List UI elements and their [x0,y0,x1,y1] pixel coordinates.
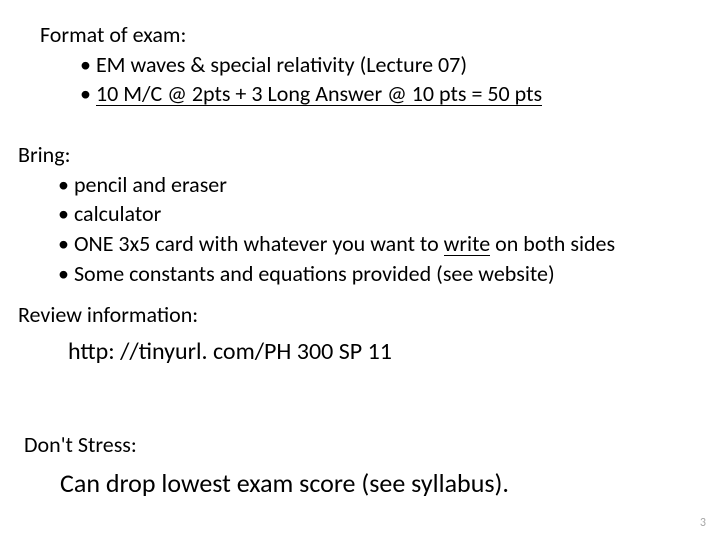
bring-heading: Bring: [18,140,615,170]
bring-section: Bring: • pencil and eraser • calculator … [18,140,615,288]
review-section: Review information: http: //tinyurl. com… [18,300,392,368]
bring-bullet-1: calculator [74,200,161,227]
format-bullet-0: EM waves & special relativity (Lecture 0… [96,51,467,78]
bring-bullet-2-part2: on both sides [490,230,615,257]
bring-bullet-3: Some constants and equations provided (s… [74,260,555,287]
bring-bullet-2-underlined: write [444,232,491,256]
stress-body: Can drop lowest exam score (see syllabus… [24,460,509,501]
review-link: http: //tinyurl. com/PH 300 SP 11 [18,330,392,368]
stress-heading: Don't Stress: [24,430,509,460]
list-item: • pencil and eraser [58,170,615,200]
format-bullets: • EM waves & special relativity (Lecture… [40,50,542,109]
review-heading: Review information: [18,300,392,330]
stress-section: Don't Stress: Can drop lowest exam score… [24,430,509,501]
format-bullet-1: 10 M/C @ 2pts + 3 Long Answer @ 10 pts =… [96,82,542,106]
bring-bullet-2-part1: ONE 3x5 card with whatever you want to [74,230,444,257]
bring-bullets: • pencil and eraser • calculator • ONE 3… [18,170,615,289]
format-section: Format of exam: • EM waves & special rel… [28,20,542,109]
list-item: • 10 M/C @ 2pts + 3 Long Answer @ 10 pts… [80,79,542,109]
list-item: • ONE 3x5 card with whatever you want to… [58,229,615,259]
page-number: 3 [700,516,706,530]
list-item: • calculator [58,199,615,229]
bring-bullet-0: pencil and eraser [74,171,227,198]
list-item: • EM waves & special relativity (Lecture… [80,50,542,80]
slide: Format of exam: • EM waves & special rel… [0,0,720,540]
list-item: • Some constants and equations provided … [58,259,615,289]
format-heading: Format of exam: [40,20,542,50]
